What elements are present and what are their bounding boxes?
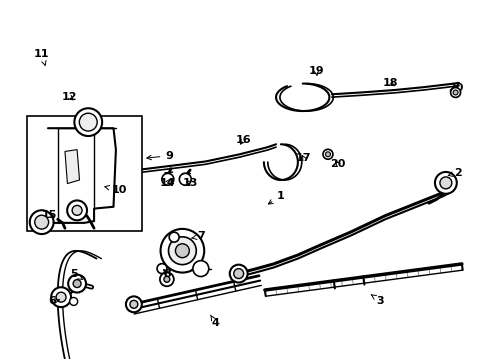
Circle shape [179, 173, 191, 185]
Circle shape [160, 229, 204, 273]
Text: 9: 9 [146, 151, 173, 161]
Text: 4: 4 [210, 315, 219, 328]
Circle shape [192, 261, 208, 276]
Text: 6: 6 [48, 296, 59, 306]
Text: 17: 17 [295, 153, 311, 163]
Circle shape [79, 113, 97, 131]
Circle shape [67, 201, 87, 220]
Circle shape [157, 264, 166, 274]
Text: 20: 20 [447, 83, 462, 93]
Circle shape [73, 280, 81, 288]
Circle shape [452, 90, 457, 95]
Circle shape [325, 152, 330, 157]
Circle shape [169, 232, 179, 242]
Circle shape [168, 237, 196, 265]
Text: 16: 16 [235, 135, 251, 145]
Text: 11: 11 [34, 49, 49, 66]
Circle shape [175, 244, 189, 258]
Circle shape [70, 297, 78, 305]
Circle shape [439, 177, 451, 189]
Circle shape [323, 149, 332, 159]
Circle shape [126, 296, 142, 312]
Circle shape [434, 172, 456, 194]
Bar [27, 116, 142, 231]
Text: 1: 1 [268, 191, 284, 204]
Text: 18: 18 [382, 78, 397, 88]
Circle shape [30, 210, 54, 234]
Circle shape [130, 300, 138, 308]
Circle shape [162, 173, 173, 185]
Text: 7: 7 [191, 231, 204, 242]
Circle shape [51, 287, 71, 307]
Circle shape [449, 87, 460, 98]
Circle shape [229, 265, 247, 283]
Text: 12: 12 [62, 92, 78, 102]
Text: 3: 3 [370, 295, 384, 306]
Circle shape [35, 215, 48, 229]
Text: 19: 19 [308, 66, 324, 76]
Circle shape [68, 275, 86, 293]
Circle shape [160, 273, 173, 286]
Text: 15: 15 [41, 210, 57, 220]
Text: 14: 14 [160, 178, 175, 188]
Text: 10: 10 [104, 185, 127, 195]
Text: 13: 13 [182, 178, 198, 188]
Text: 8: 8 [163, 269, 170, 279]
Circle shape [72, 206, 82, 215]
Circle shape [233, 269, 243, 279]
Circle shape [74, 108, 102, 136]
Text: 20: 20 [329, 159, 345, 169]
Text: 5: 5 [70, 269, 82, 280]
Circle shape [56, 292, 66, 302]
Polygon shape [65, 150, 80, 184]
Circle shape [163, 276, 169, 282]
Text: 2: 2 [447, 168, 461, 178]
